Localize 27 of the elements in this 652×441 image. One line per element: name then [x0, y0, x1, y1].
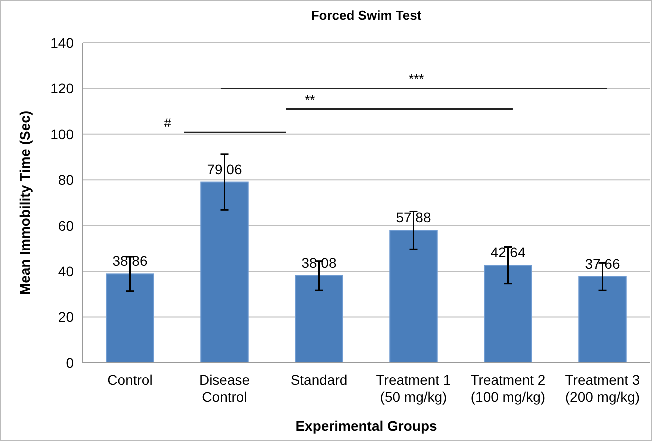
y-tick-label: 100 — [50, 126, 74, 142]
bar — [200, 182, 249, 364]
x-tick-label: Standard — [290, 372, 348, 388]
x-axis-title: Experimental Groups — [296, 418, 438, 434]
y-tick-label: 80 — [58, 172, 74, 188]
data-label: 37.66 — [585, 256, 620, 272]
annotation: *** — [409, 72, 424, 87]
y-tick-label: 0 — [66, 354, 74, 371]
bar — [484, 265, 532, 364]
bar — [295, 275, 344, 364]
x-tick-label: Treatment 2 (100 mg/kg) — [470, 372, 546, 405]
y-tick-label: 20 — [58, 309, 74, 326]
annotation: # — [164, 116, 172, 131]
bar — [390, 230, 438, 364]
y-tick-label: 60 — [58, 218, 74, 234]
x-tick-label: Disease Control — [199, 372, 250, 405]
y-axis-title: Mean Immobility Time (Sec) — [17, 110, 33, 296]
y-tick-label: 40 — [58, 263, 74, 280]
y-tick-label: 120 — [50, 80, 74, 97]
x-tick-label: Treatment 1 (50 mg/kg) — [376, 372, 452, 405]
bar — [106, 274, 154, 364]
annotation: ** — [305, 92, 316, 108]
chart-title: Forced Swim Test — [311, 8, 422, 23]
bar — [578, 276, 627, 364]
x-tick-label: Treatment 3 (200 mg/kg) — [565, 372, 640, 405]
y-tick-label: 140 — [50, 34, 74, 51]
x-tick-label: Control — [108, 372, 153, 388]
